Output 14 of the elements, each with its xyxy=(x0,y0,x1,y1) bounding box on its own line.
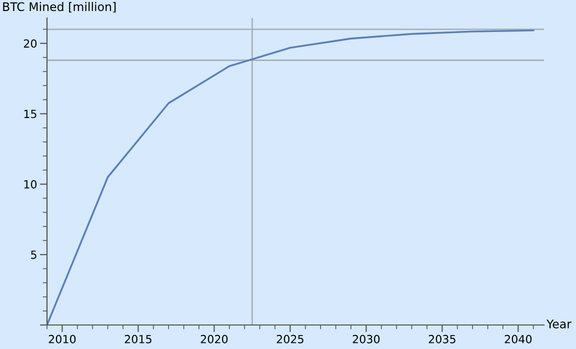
x-tick-label: 2025 xyxy=(276,334,304,344)
y-tick-label: 5 xyxy=(31,250,36,259)
y-tick-label: 15 xyxy=(24,110,36,118)
y-tick-label: 10 xyxy=(24,180,37,189)
y-tick-label: 20 xyxy=(24,39,37,48)
x-tick-label: 2040 xyxy=(504,334,532,344)
x-tick-label: 2030 xyxy=(352,334,380,344)
x-tick-label: 2015 xyxy=(124,334,152,344)
y-axis-title: BTC Mined [million] xyxy=(3,2,116,13)
x-tick-label: 2010 xyxy=(48,334,76,344)
x-tick-label: 2020 xyxy=(200,334,228,344)
x-tick-label: 2035 xyxy=(428,334,456,344)
line-series xyxy=(47,29,534,325)
x-axis-title: Year xyxy=(546,320,572,328)
